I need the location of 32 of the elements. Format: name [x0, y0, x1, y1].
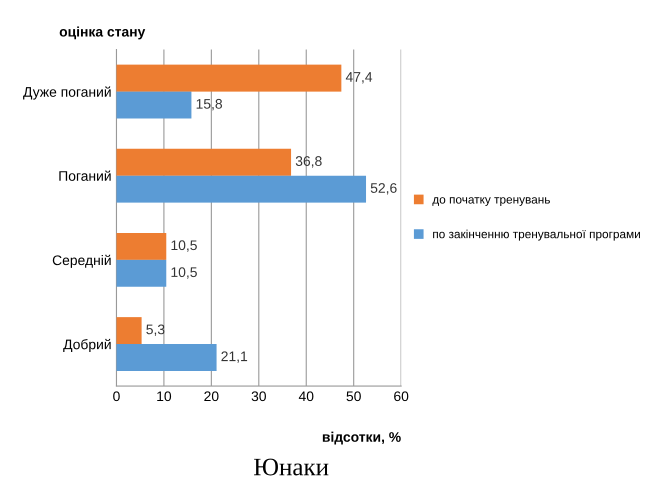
y-tick-label: Добрий — [63, 338, 111, 352]
y-tick-label: Дуже поганий — [23, 86, 111, 100]
legend-label: до початку тренувань — [432, 197, 550, 206]
x-tick-label: 50 — [346, 391, 361, 402]
data-label: 47,4 — [346, 72, 372, 84]
bar — [116, 176, 366, 203]
x-axis-title: відсотки, % — [322, 432, 401, 445]
data-label: 10,5 — [172, 240, 197, 252]
x-tick-label: 20 — [204, 391, 219, 402]
x-tick-label: 40 — [298, 391, 314, 402]
y-axis-title: оцінка стану — [60, 26, 146, 40]
bar — [116, 260, 166, 287]
x-tick-label: 60 — [394, 391, 408, 402]
y-tick-label: Поганий — [59, 170, 111, 181]
x-tick-label: 10 — [157, 391, 172, 402]
bar — [116, 92, 192, 119]
data-label: 52,6 — [370, 183, 397, 195]
x-tick-label: 0 — [113, 391, 120, 402]
data-label: 36,8 — [296, 156, 322, 168]
data-label: 10,5 — [172, 267, 197, 279]
bar — [116, 344, 217, 371]
bar — [116, 64, 342, 92]
data-label: 21,1 — [221, 351, 248, 363]
data-label: 5,3 — [146, 324, 164, 336]
data-label: 15,8 — [196, 98, 222, 110]
y-tick-label: Середній — [52, 254, 111, 268]
bar — [116, 148, 292, 176]
bar — [116, 232, 166, 260]
text: Юнаки — [254, 458, 328, 476]
legend-label: по закінченню тренувальної програми — [433, 230, 640, 241]
bar — [116, 317, 142, 344]
x-tick-label: 30 — [252, 391, 266, 402]
